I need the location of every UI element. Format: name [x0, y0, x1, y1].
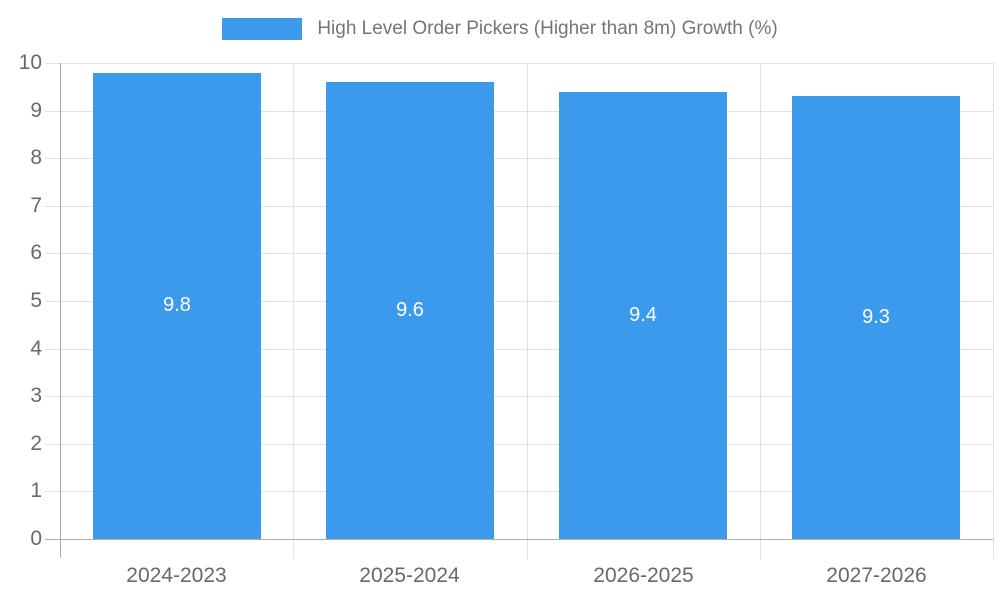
ytick-label-6: 6: [30, 241, 42, 265]
gridline-y-8: [60, 158, 993, 160]
xtick-label-2024-2023: 2024-2023: [126, 564, 227, 587]
ytick-mark-6: [45, 253, 60, 255]
ytick-mark-8: [45, 158, 60, 160]
ytick-mark-3: [45, 396, 60, 398]
gridline-y-1: [60, 491, 993, 493]
ytick-mark-1: [45, 491, 60, 493]
gridline-x-1: [293, 63, 294, 559]
bar-value-label: 9.4: [629, 303, 657, 326]
ytick-label-9: 9: [30, 98, 42, 122]
ytick-label-3: 3: [30, 384, 42, 408]
gridline-x-2: [527, 63, 528, 559]
plot-area: 9.8 9.6 9.4 9.3 0 1 2 3 4 5 6 7 8 9 10 2024-2023 2025-2…: [19, 51, 994, 587]
bar-value-label: 9.8: [163, 294, 191, 317]
bar-value-label: 9.6: [396, 299, 424, 322]
bar-2026-2025: 9.4: [559, 91, 727, 539]
ytick-label-5: 5: [30, 289, 42, 312]
ytick-label-4: 4: [30, 336, 42, 360]
y-axis-line: [60, 63, 61, 558]
ytick-mark-9: [45, 110, 60, 112]
ytick-label-2: 2: [30, 431, 42, 455]
gridline-y-5: [60, 301, 993, 302]
xtick-label-2027-2026: 2027-2026: [826, 564, 927, 587]
bar-2027-2026: 9.3: [792, 96, 960, 539]
legend-swatch: [222, 18, 303, 40]
ytick-label-7: 7: [30, 193, 42, 217]
xtick-label-2025-2024: 2025-2024: [359, 564, 460, 587]
ytick-mark-4: [45, 348, 60, 350]
gridline-x-3: [760, 63, 761, 559]
gridline-y-6: [60, 253, 993, 255]
ytick-label-10: 10: [18, 51, 42, 74]
ytick-label-1: 1: [30, 479, 42, 503]
gridline-y-2: [60, 443, 993, 445]
gridline-x-4: [993, 63, 994, 559]
gridline-y-7: [60, 205, 993, 207]
bar-2025-2024: 9.6: [326, 82, 494, 539]
gridline-y-10: [60, 63, 993, 64]
gridline-y-3: [60, 396, 993, 398]
ytick-label-8: 8: [30, 146, 42, 170]
bar-value-label: 9.3: [862, 306, 890, 329]
ytick-mark-2: [45, 443, 60, 445]
xtick-label-2026-2025: 2026-2025: [593, 564, 694, 587]
ytick-mark-10: [45, 63, 60, 64]
bar-2024-2023: 9.8: [93, 72, 261, 539]
legend-label: High Level Order Pickers (Higher than 8m…: [317, 18, 778, 39]
ytick-label-0: 0: [30, 527, 42, 550]
ytick-mark-7: [45, 205, 60, 207]
gridline-y-4: [60, 348, 993, 350]
ytick-mark-5: [45, 301, 60, 302]
chart-legend: High Level Order Pickers (Higher than 8m…: [0, 18, 1000, 40]
gridline-y-9: [60, 110, 993, 112]
x-axis-line: [45, 539, 993, 540]
